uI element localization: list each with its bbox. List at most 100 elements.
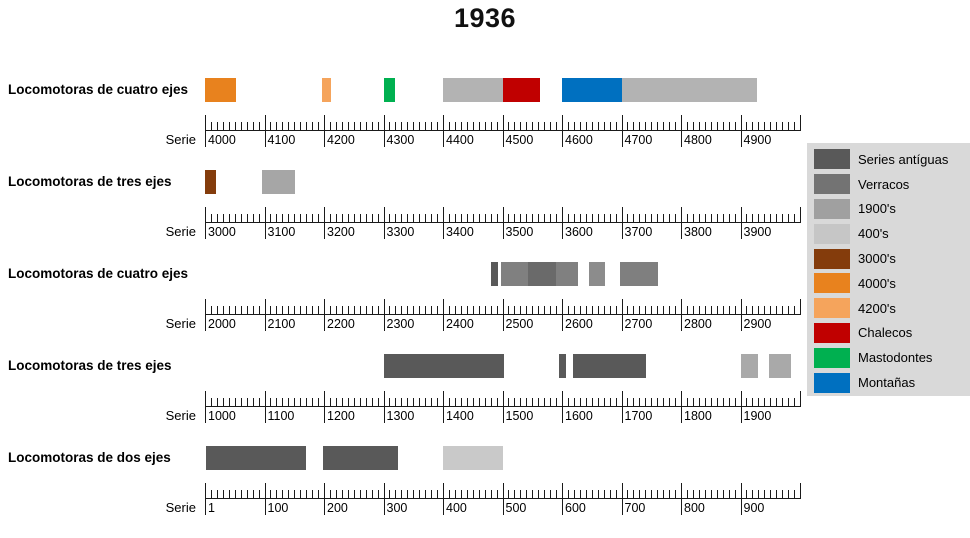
legend-item-label: 400's xyxy=(858,226,889,242)
axis-label-separator xyxy=(264,223,266,239)
axis-tick-label: 3500 xyxy=(505,225,534,239)
axis-track: 1 100 200 300 400 500 600 700 800 900 xyxy=(205,483,801,517)
axis-label-separator xyxy=(264,315,266,331)
axis-labels: 1000 1100 1200 1300 1400 1500 1600 1700 1800 1900 xyxy=(205,407,801,425)
bar-line: Locomotoras de cuatro ejes xyxy=(0,262,807,286)
axis-tick-label: 1200 xyxy=(327,409,355,423)
axis-serie-label: Serie xyxy=(165,500,196,515)
axis-tick-label: 4500 xyxy=(505,133,534,147)
legend-item: Series antíguas xyxy=(814,147,970,172)
axis-ruler xyxy=(205,483,801,499)
axis-label-separator xyxy=(383,407,385,423)
axis-tick-label: 4800 xyxy=(684,133,712,147)
axis-tick-label: 1 xyxy=(208,501,215,515)
series-bar xyxy=(556,262,578,286)
legend-color-swatch xyxy=(814,298,850,319)
axis-label-separator xyxy=(264,499,266,515)
series-bar xyxy=(205,446,307,470)
legend-item: 400's xyxy=(814,221,970,246)
legend-item: 3000's xyxy=(814,246,970,271)
axis-tick-label: 3200 xyxy=(327,225,355,239)
legend-color-swatch xyxy=(814,223,850,244)
legend-color-swatch xyxy=(814,174,850,195)
row-label: Locomotoras de tres ejes xyxy=(8,174,172,189)
serie-cell: Serie xyxy=(0,299,205,333)
axis-label-separator xyxy=(205,223,206,239)
chart-row: Locomotoras de cuatro ejes Serie 4000 4100 4… xyxy=(0,78,807,149)
legend-item: Verracos xyxy=(814,172,970,197)
axis-tick-label: 1800 xyxy=(684,409,712,423)
axis-tick-label: 800 xyxy=(684,501,705,515)
axis-ruler xyxy=(205,115,801,131)
series-bar xyxy=(322,446,399,470)
axis-line: Serie 1 100 200 300 400 500 600 700 800 900 xyxy=(0,483,807,517)
axis-label-separator xyxy=(740,131,742,147)
axis-ruler xyxy=(205,299,801,315)
axis-labels: 4000 4100 4200 4300 4400 4500 4600 4700 4800 4900 xyxy=(205,131,801,149)
axis-track: 1000 1100 1200 1300 1400 1500 1600 1700 1800 1900 xyxy=(205,391,801,425)
axis-tick-label: 2900 xyxy=(743,317,772,331)
bar-track xyxy=(205,354,800,378)
axis-label-separator xyxy=(562,499,563,515)
axis-tick-label: 3600 xyxy=(565,225,593,239)
series-bar xyxy=(502,78,540,102)
axis-label-separator xyxy=(562,407,563,423)
axis-label-separator xyxy=(681,315,682,331)
axis-tick-label: 1900 xyxy=(743,409,772,423)
axis-label-separator xyxy=(264,407,266,423)
axis-label-separator xyxy=(562,223,563,239)
series-bar xyxy=(528,262,557,286)
axis-label-separator xyxy=(621,223,623,239)
series-bar xyxy=(769,354,792,378)
axis-tick-label: 1000 xyxy=(208,409,236,423)
bar-line: Locomotoras de cuatro ejes xyxy=(0,78,807,102)
axis-tick-label: 4000 xyxy=(208,133,236,147)
axis-label-separator xyxy=(383,315,385,331)
axis-label-separator xyxy=(681,223,682,239)
axis-tick-label: 4700 xyxy=(624,133,653,147)
axis-label-separator xyxy=(443,223,444,239)
series-bar xyxy=(740,354,759,378)
axis-serie-label: Serie xyxy=(165,316,196,331)
axis-label-separator xyxy=(502,223,504,239)
serie-cell: Serie xyxy=(0,115,205,149)
axis-line: Serie 3000 3100 3200 3300 3400 3500 3600 3700 380… xyxy=(0,207,807,241)
axis-label-separator xyxy=(681,407,682,423)
row-label: Locomotoras de tres ejes xyxy=(8,358,172,373)
axis-label-separator xyxy=(562,131,563,147)
axis-tick-label: 4300 xyxy=(386,133,415,147)
axis-label-separator xyxy=(502,315,504,331)
axis-tick-label: 4600 xyxy=(565,133,593,147)
axis-tick-label: 2600 xyxy=(565,317,593,331)
axis-tick-label: 2000 xyxy=(208,317,236,331)
axis-label-separator xyxy=(502,131,504,147)
axis-tick-label: 1500 xyxy=(505,409,534,423)
axis-label-separator xyxy=(681,131,682,147)
axis-tick-label: 900 xyxy=(743,501,765,515)
axis-serie-label: Serie xyxy=(165,132,196,147)
axis-label-separator xyxy=(740,407,742,423)
axis-labels: 3000 3100 3200 3300 3400 3500 3600 3700 3800 3900 xyxy=(205,223,801,241)
axis-label-separator xyxy=(264,131,266,147)
axis-ruler xyxy=(205,391,801,407)
chart-row: Locomotoras de tres ejes Serie 3000 3100 320… xyxy=(0,170,807,241)
axis-tick-label: 4900 xyxy=(743,133,772,147)
axis-label-separator xyxy=(205,131,206,147)
series-bar xyxy=(620,262,659,286)
series-bar xyxy=(559,354,567,378)
axis-labels: 2000 2100 2200 2300 2400 2500 2600 2700 2800 2900 xyxy=(205,315,801,333)
axis-label-separator xyxy=(443,131,444,147)
series-bar xyxy=(443,78,503,102)
legend: Series antíguas Verracos 1900's 400's 3000's… xyxy=(807,143,970,396)
legend-item-label: 4000's xyxy=(858,275,896,291)
legend-item-label: Verracos xyxy=(858,176,910,192)
axis-line: Serie 2000 2100 2200 2300 2400 2500 2600 2700 280… xyxy=(0,299,807,333)
axis-tick-label: 2300 xyxy=(386,317,415,331)
series-bar xyxy=(621,78,758,102)
axis-label-separator xyxy=(621,131,623,147)
axis-label-separator xyxy=(205,499,206,515)
series-bar xyxy=(572,354,647,378)
chart-row: Locomotoras de dos ejes Serie 1 100 200 300 40… xyxy=(0,446,807,517)
axis-label-separator xyxy=(205,315,206,331)
